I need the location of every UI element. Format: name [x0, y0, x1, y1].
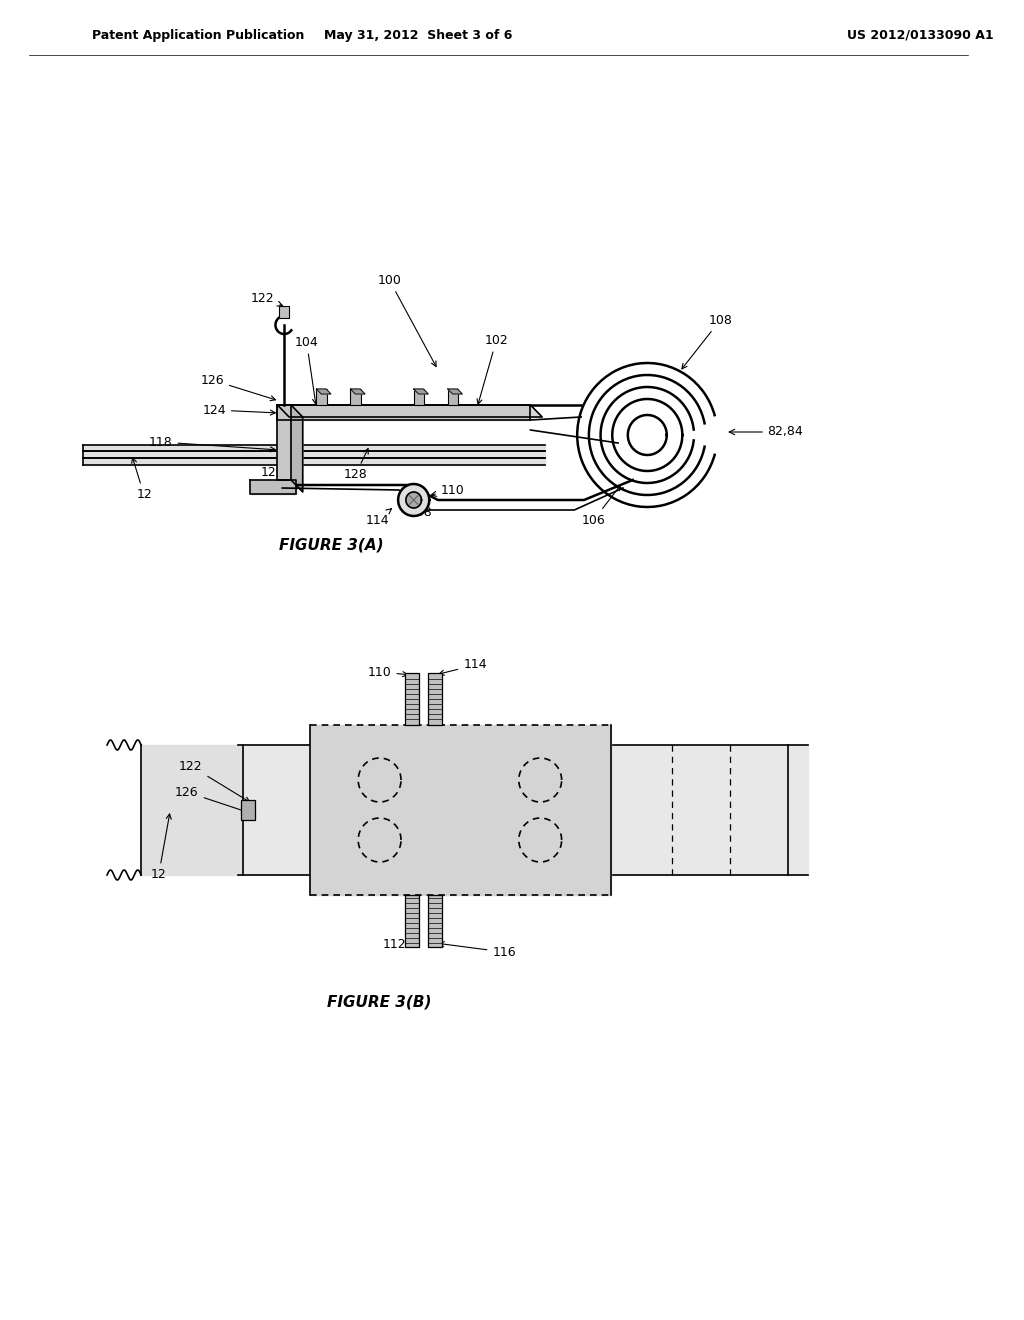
- Polygon shape: [291, 405, 303, 492]
- Text: 100: 100: [378, 273, 436, 367]
- Polygon shape: [278, 405, 530, 420]
- Text: 110: 110: [431, 483, 465, 496]
- Text: 134: 134: [407, 836, 440, 849]
- Bar: [350, 389, 361, 405]
- Text: May 31, 2012  Sheet 3 of 6: May 31, 2012 Sheet 3 of 6: [325, 29, 513, 41]
- Text: 114: 114: [366, 508, 391, 527]
- Polygon shape: [278, 405, 291, 480]
- Text: 128: 128: [343, 449, 369, 482]
- Text: 12: 12: [132, 458, 152, 502]
- Text: 102: 102: [477, 334, 508, 404]
- Text: 132: 132: [567, 766, 601, 780]
- Polygon shape: [447, 389, 463, 393]
- Text: 122: 122: [251, 292, 283, 306]
- Polygon shape: [278, 405, 542, 417]
- Bar: [428, 673, 442, 725]
- Text: 122: 122: [179, 759, 250, 803]
- Text: 108: 108: [682, 314, 732, 368]
- Text: 116: 116: [439, 941, 516, 958]
- Text: 104: 104: [295, 335, 318, 404]
- Text: US 2012/0133090 A1: US 2012/0133090 A1: [847, 29, 993, 41]
- Text: 106: 106: [582, 486, 621, 527]
- Bar: [404, 673, 419, 725]
- Polygon shape: [316, 389, 331, 393]
- Bar: [404, 895, 419, 946]
- Bar: [242, 800, 255, 820]
- Bar: [316, 389, 327, 405]
- Polygon shape: [406, 492, 422, 508]
- Text: 82,84: 82,84: [767, 425, 803, 438]
- Text: 124: 124: [203, 404, 275, 417]
- Text: 112: 112: [382, 939, 412, 952]
- Bar: [447, 389, 459, 405]
- Text: 110: 110: [368, 665, 408, 678]
- Text: 130: 130: [407, 766, 440, 780]
- Text: 126: 126: [201, 374, 275, 401]
- Polygon shape: [398, 484, 429, 516]
- Polygon shape: [414, 389, 428, 393]
- Polygon shape: [628, 414, 667, 455]
- Text: 126: 126: [175, 785, 249, 813]
- Polygon shape: [250, 480, 296, 494]
- Text: 136: 136: [567, 836, 601, 849]
- Polygon shape: [350, 389, 365, 393]
- Text: 114: 114: [439, 659, 486, 676]
- Text: FIGURE 3(B): FIGURE 3(B): [328, 994, 432, 1010]
- Text: Patent Application Publication: Patent Application Publication: [92, 29, 305, 41]
- Bar: [414, 389, 424, 405]
- Text: FIGURE 3(A): FIGURE 3(A): [279, 537, 383, 553]
- Text: 118: 118: [148, 436, 275, 451]
- Text: 12: 12: [151, 814, 171, 882]
- Text: 120: 120: [261, 421, 300, 479]
- Text: 138: 138: [409, 506, 432, 519]
- Bar: [428, 895, 442, 946]
- Bar: [280, 306, 289, 318]
